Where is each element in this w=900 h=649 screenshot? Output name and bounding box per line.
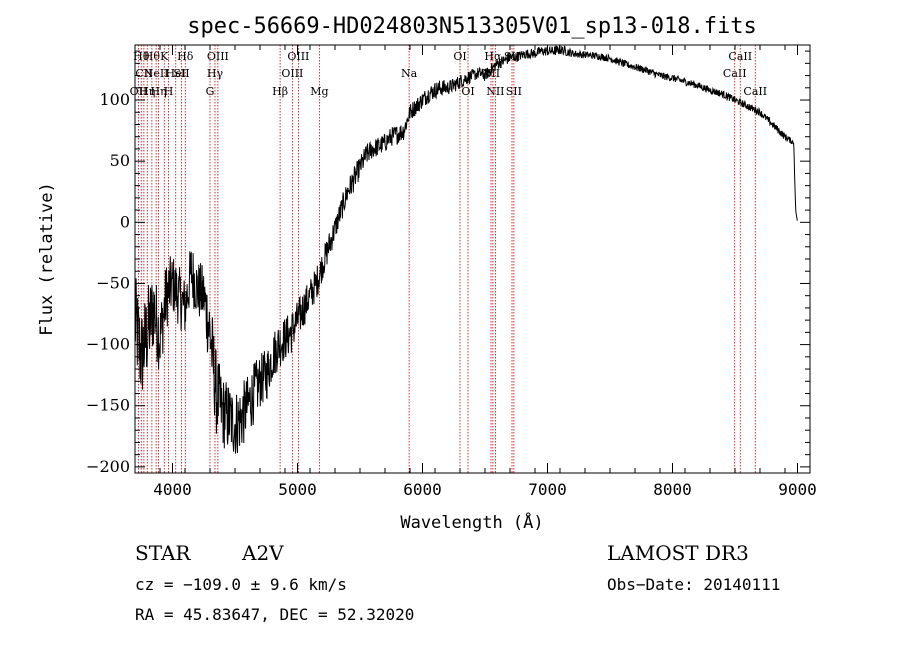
line-marker-label: Hη [151,85,167,98]
x-axis-label: Wavelength (Å) [400,511,543,533]
star-class: STAR [135,541,191,565]
y-tick-label: −100 [86,335,130,354]
line-marker-label: Hγ [207,67,224,80]
line-marker-label: NII [486,85,504,98]
line-marker-label: NeII [144,67,169,80]
x-tick-label: 4000 [153,480,192,499]
x-tick-label: 8000 [653,480,692,499]
line-marker-label: OII [130,85,148,98]
line-marker-label: CII [135,67,152,80]
line-marker-label: Hθ [144,50,161,63]
line-marker-label: H [164,85,174,98]
line-marker-label: G [206,85,215,98]
line-marker-label: OIII [287,50,309,63]
line-marker-label: CaII [743,85,767,98]
y-axis-label: Flux (relative) [37,182,57,336]
line-marker-label: Na [401,67,418,80]
obs-date: Obs−Date: 20140111 [607,575,780,594]
x-tick-label: 5000 [278,480,317,499]
line-marker-label: K [160,50,169,63]
line-marker-label: Hδ [177,50,194,63]
line-markers: OIIHθCIIHηHθNeIIHηKHHeISIIHδGHγOIIIHβOII… [130,45,767,473]
redshift-cz: cz = −109.0 ± 9.6 km/s [135,575,347,594]
line-marker-label: SII [173,67,189,80]
survey-name: LAMOST DR3 [607,541,749,565]
line-marker-label: HeI [166,67,186,80]
y-tick-label: 100 [99,90,130,109]
ra-dec: RA = 45.83647, DEC = 52.32020 [135,605,414,624]
line-marker-label: OIII [281,67,303,80]
chart-title: spec-56669-HD024803N513305V01_sp13-018.f… [187,14,757,39]
line-marker-label: SII [506,85,522,98]
line-marker-label: Mg [310,85,328,98]
series-layer [134,44,798,454]
y-tick-label: −150 [86,396,130,415]
y-tick-label: −50 [96,273,130,292]
x-tick-label: 9000 [778,480,817,499]
line-marker-label: OIII [207,50,229,63]
star-subclass: A2V [241,541,284,565]
spectrum-line [134,44,798,454]
y-tick-label: 50 [110,151,130,170]
line-marker-label: Hβ [272,85,288,98]
axis-ticks: 4000 5000 6000 7000 8000 9000 −200 −150 −100 −50 0… [86,45,817,499]
line-marker-label: CaII [723,67,747,80]
line-marker-label: Hθ [133,50,150,63]
line-marker-label: OI [461,85,474,98]
x-tick-label: 7000 [528,480,567,499]
line-marker-label: Hη [139,85,155,98]
line-marker-label: OI [453,50,466,63]
y-tick-label: 0 [120,212,130,231]
line-marker-label: Hα [484,50,502,63]
y-tick-label: −200 [86,457,130,476]
line-marker-label: CaII [728,50,752,63]
x-tick-label: 6000 [403,480,442,499]
